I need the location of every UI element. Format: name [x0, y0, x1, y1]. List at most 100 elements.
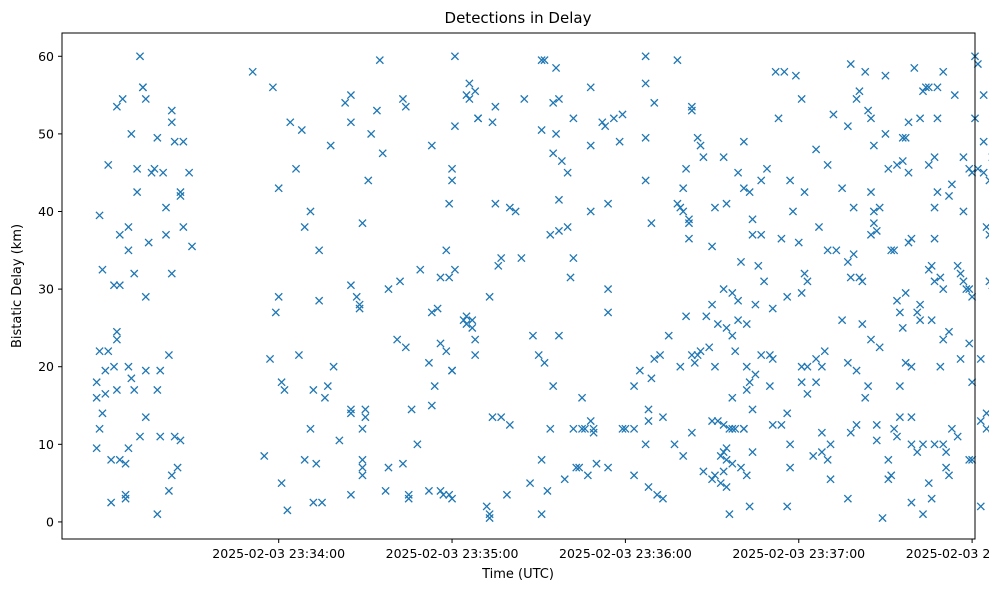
data-point	[447, 494, 457, 503]
data-point	[875, 203, 884, 212]
data-point	[965, 164, 974, 173]
data-point	[985, 176, 989, 185]
data-point	[930, 277, 939, 286]
data-point	[985, 230, 989, 239]
data-point	[866, 335, 876, 344]
data-point	[260, 451, 269, 461]
data-point	[696, 141, 705, 150]
x-tick-label: 2025-02-03 23:35:00	[386, 546, 519, 561]
data-point	[294, 351, 303, 360]
data-point	[979, 137, 988, 146]
data-point	[930, 440, 939, 449]
data-point	[167, 269, 176, 278]
data-point	[673, 199, 682, 208]
data-point	[788, 207, 798, 216]
data-point	[872, 420, 881, 429]
data-point	[927, 261, 936, 270]
data-point	[884, 164, 893, 173]
data-point	[346, 405, 355, 414]
data-point	[598, 118, 607, 127]
data-point	[829, 110, 838, 119]
data-point	[979, 168, 988, 177]
data-point	[141, 94, 150, 104]
data-point	[866, 230, 876, 239]
data-point	[306, 207, 315, 216]
data-point	[445, 273, 454, 282]
data-point	[442, 246, 451, 255]
data-point	[534, 351, 543, 360]
data-point	[708, 475, 717, 484]
data-point	[800, 188, 809, 197]
data-point	[540, 56, 549, 65]
data-point	[462, 91, 471, 100]
data-point	[907, 234, 916, 243]
data-point	[586, 83, 595, 92]
data-point	[757, 176, 766, 185]
data-point	[436, 273, 445, 282]
data-point	[361, 413, 370, 422]
data-point	[286, 118, 295, 127]
data-point	[965, 455, 974, 464]
data-point	[812, 354, 821, 364]
data-point	[248, 67, 257, 76]
data-point	[291, 164, 301, 173]
data-point	[401, 102, 410, 111]
data-point	[167, 106, 176, 115]
data-point	[104, 347, 113, 356]
data-point	[927, 316, 936, 325]
data-point	[445, 490, 454, 499]
data-point	[656, 351, 665, 360]
data-point	[754, 261, 763, 270]
chart-title: Detections in Delay	[445, 9, 592, 27]
data-point	[947, 180, 956, 189]
data-point	[401, 343, 410, 352]
data-point	[982, 409, 989, 418]
data-point	[569, 114, 578, 123]
data-point	[398, 459, 407, 468]
data-point	[416, 265, 425, 274]
data-point	[159, 168, 168, 177]
data-point	[352, 292, 361, 301]
data-point	[170, 432, 179, 441]
data-point	[185, 168, 194, 177]
data-point	[525, 479, 535, 488]
data-point	[161, 203, 171, 212]
data-point	[485, 510, 494, 519]
data-point	[881, 71, 890, 80]
data-point	[430, 382, 439, 391]
data-point	[783, 292, 792, 301]
data-point	[650, 354, 659, 364]
data-points	[92, 52, 989, 523]
data-point	[898, 133, 907, 142]
data-point	[346, 91, 355, 100]
data-point	[797, 94, 806, 104]
data-point	[702, 312, 711, 321]
data-point	[812, 378, 821, 387]
data-point	[502, 490, 512, 499]
data-point	[127, 129, 136, 138]
data-point	[762, 164, 772, 173]
data-point	[445, 199, 454, 208]
data-point	[309, 498, 318, 507]
data-point	[156, 366, 165, 375]
data-point	[167, 118, 176, 127]
data-point	[468, 323, 477, 332]
data-point	[924, 265, 933, 274]
data-point	[965, 285, 974, 294]
data-point	[153, 133, 162, 142]
data-point	[953, 261, 962, 270]
data-point	[135, 432, 145, 441]
data-point	[809, 451, 818, 461]
data-point	[164, 486, 173, 495]
data-point	[393, 335, 402, 344]
data-point	[783, 502, 792, 511]
data-point	[800, 269, 809, 278]
data-point	[447, 164, 457, 173]
data-point	[404, 494, 413, 503]
data-point	[716, 451, 725, 461]
data-point	[820, 347, 829, 356]
data-point	[427, 401, 436, 410]
data-point	[728, 393, 737, 402]
data-point	[583, 471, 592, 480]
data-point	[447, 176, 457, 185]
